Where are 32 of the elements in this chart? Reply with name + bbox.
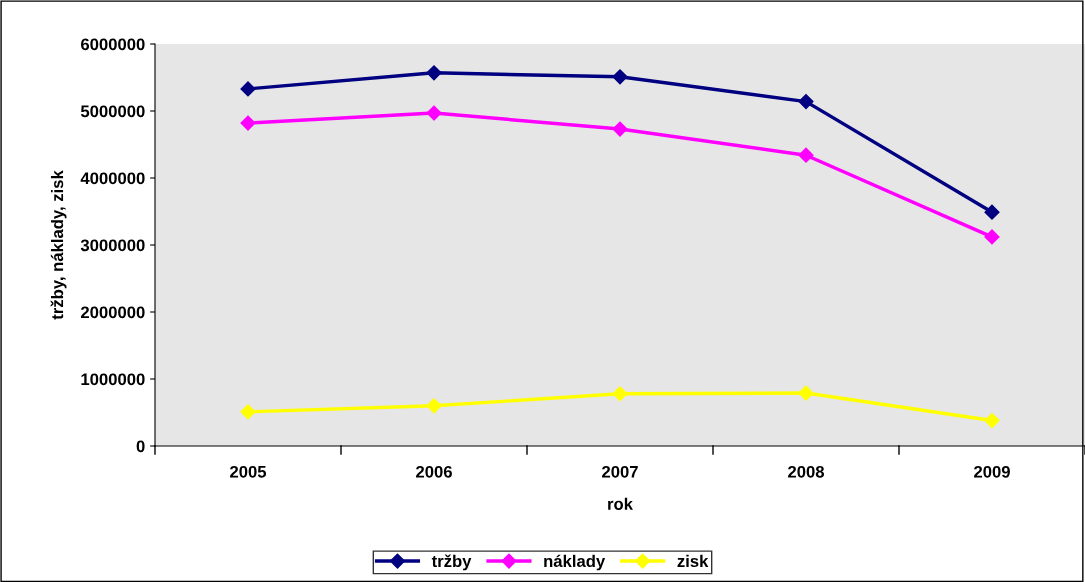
y-axis-title: tržby, náklady, zisk (50, 170, 67, 320)
y-tick-label: 2000000 (80, 306, 145, 319)
point (984, 204, 1000, 220)
point (426, 398, 442, 414)
point (798, 94, 814, 110)
x-axis-title: rok (608, 497, 633, 510)
y-tick-label: 3000000 (80, 239, 145, 252)
x-tick-label: 2009 (974, 465, 1010, 478)
y-tick-label: 1000000 (81, 373, 145, 386)
y-tick-label: 4000000 (80, 172, 145, 185)
point (612, 69, 628, 85)
point (798, 385, 814, 401)
legend-label: náklady (544, 554, 606, 571)
x-tick-label: 2006 (416, 465, 452, 478)
x-tick-label: 2008 (788, 465, 825, 478)
point (798, 147, 814, 163)
x-tick-label: 2007 (602, 465, 638, 478)
point (612, 121, 628, 137)
y-tick-label: 0 (136, 440, 145, 453)
point (984, 412, 1000, 429)
legend-label: tržby (431, 554, 472, 571)
point (240, 404, 256, 420)
y-tick-label: 5000000 (80, 105, 145, 118)
point (612, 386, 628, 402)
point (426, 65, 442, 81)
point (984, 229, 1000, 245)
point (240, 81, 256, 97)
point (426, 105, 442, 121)
y-tick-label: 6000000 (81, 38, 145, 51)
point (240, 115, 256, 131)
x-tick-label: 2005 (230, 465, 267, 478)
legend-label: zisk (677, 554, 709, 568)
